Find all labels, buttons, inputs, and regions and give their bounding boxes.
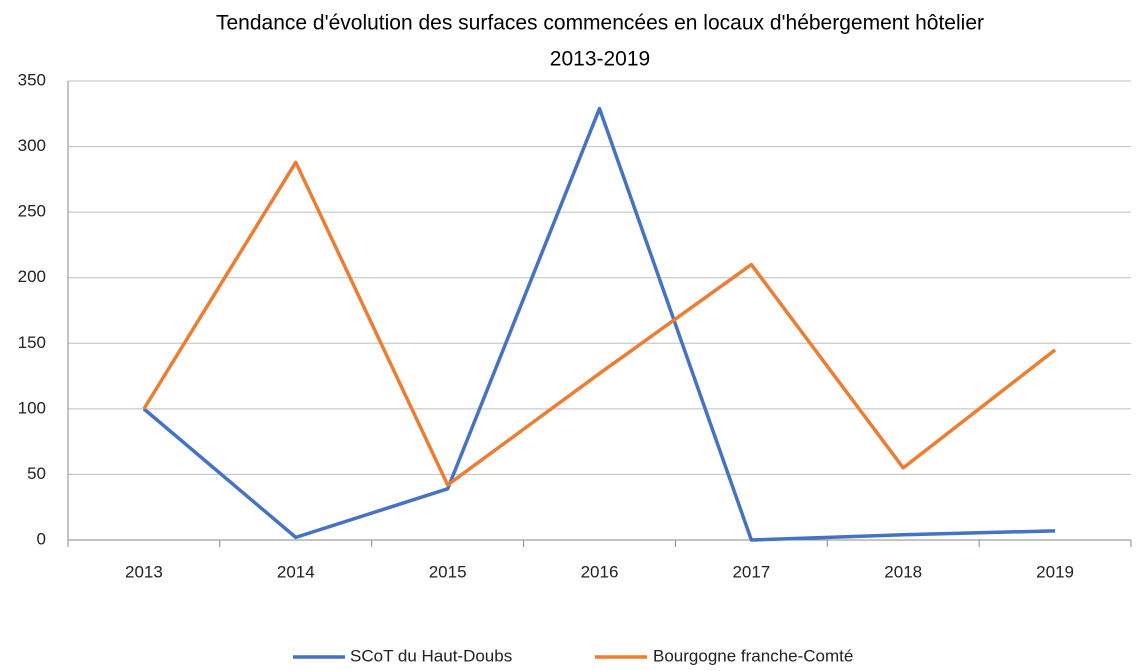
legend-label: Bourgogne franche-Comté bbox=[653, 646, 853, 665]
y-tick-label: 350 bbox=[18, 70, 46, 89]
y-tick-label: 300 bbox=[18, 136, 46, 155]
y-tick-label: 100 bbox=[18, 398, 46, 417]
y-tick-label: 200 bbox=[18, 267, 46, 286]
x-tick-label: 2014 bbox=[277, 562, 315, 581]
legend-label: SCoT du Haut-Doubs bbox=[350, 646, 512, 665]
series-line bbox=[142, 160, 1057, 487]
y-tick-label: 0 bbox=[37, 529, 46, 548]
x-tick-label: 2017 bbox=[732, 562, 770, 581]
x-tick-label: 2015 bbox=[429, 562, 467, 581]
y-tick-label: 150 bbox=[18, 333, 46, 352]
series-line bbox=[142, 106, 1056, 542]
x-tick-label: 2016 bbox=[581, 562, 619, 581]
chart-title: 2013-2019 bbox=[550, 48, 650, 71]
y-tick-label: 50 bbox=[27, 464, 46, 483]
chart-title: Tendance d'évolution des surfaces commen… bbox=[216, 12, 984, 35]
y-tick-label: 250 bbox=[18, 202, 46, 221]
x-tick-label: 2018 bbox=[884, 562, 922, 581]
x-tick-label: 2013 bbox=[125, 562, 163, 581]
x-tick-label: 2019 bbox=[1036, 562, 1074, 581]
